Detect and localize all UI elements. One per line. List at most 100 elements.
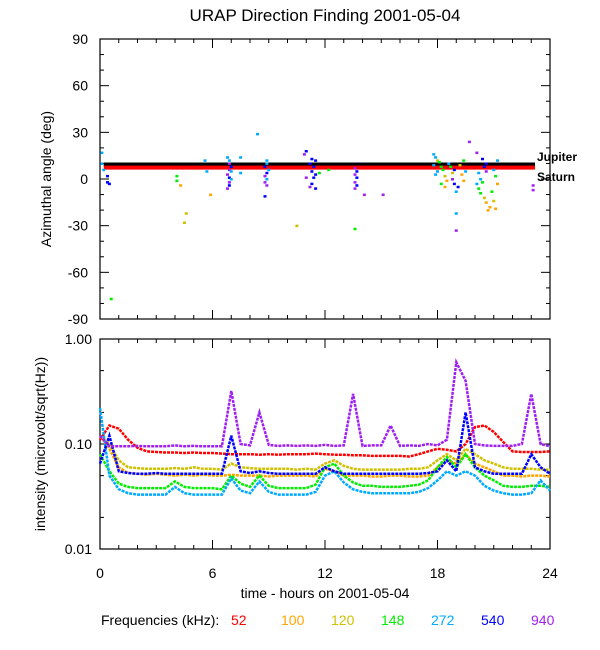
direction-point-540 — [227, 176, 231, 179]
direction-point-120 — [295, 224, 299, 228]
direction-point-940 — [226, 187, 229, 190]
direction-panel: 90 60 30 0 -30 -60 -90 Jupiter Saturn — [68, 31, 578, 327]
direction-point-272 — [265, 178, 269, 181]
direction-point-148 — [175, 174, 179, 178]
direction-point-148 — [327, 168, 331, 172]
direction-point-940 — [353, 187, 357, 190]
direction-point-272 — [454, 190, 458, 193]
direction-point-148 — [462, 159, 466, 162]
legend: 52 100 120 148 272 540 940 — [231, 612, 555, 628]
direction-point-540 — [265, 171, 269, 175]
direction-point-940 — [227, 168, 231, 172]
reference-line-jupiter — [103, 162, 535, 167]
direction-point-540 — [452, 168, 456, 172]
direction-point-272 — [239, 171, 243, 175]
direction-point-540 — [310, 182, 314, 186]
x-tick-label: 0 — [96, 565, 104, 581]
direction-point-272 — [436, 170, 439, 173]
direction-point-272 — [432, 164, 436, 167]
direction-point-940 — [308, 185, 312, 189]
top-y-tick-label: 0 — [80, 171, 88, 187]
direction-point-540 — [314, 173, 318, 176]
direction-point-120 — [482, 196, 486, 200]
direction-point-540 — [304, 150, 308, 153]
top-y-tick-label: 90 — [72, 31, 88, 47]
direction-point-540 — [227, 184, 231, 187]
x-tick-label: 24 — [542, 565, 558, 581]
top-y-axis-label: Azimuthal angle (deg) — [38, 111, 54, 247]
direction-point-940 — [381, 193, 385, 197]
direction-point-940 — [467, 140, 471, 144]
direction-point-100 — [484, 201, 488, 204]
direction-point-940 — [451, 178, 454, 181]
direction-point-540 — [314, 187, 318, 190]
direction-point-940 — [263, 181, 267, 184]
direction-point-940 — [353, 173, 357, 176]
direction-point-272 — [496, 159, 499, 162]
direction-point-148 — [481, 181, 484, 184]
direction-point-540 — [481, 157, 484, 161]
direction-point-120 — [492, 199, 496, 203]
direction-point-100 — [445, 179, 449, 183]
direction-point-148 — [449, 165, 453, 169]
reference-label-jupiter: Jupiter — [537, 150, 577, 164]
legend-entry-272: 272 — [431, 612, 455, 628]
direction-point-540 — [310, 170, 314, 173]
direction-point-540 — [355, 176, 359, 179]
direction-point-100 — [486, 209, 490, 212]
intensity-series-540khz — [98, 412, 551, 476]
direction-point-272 — [265, 159, 269, 162]
direction-point-100 — [462, 179, 466, 183]
intensity-series-120khz — [99, 434, 550, 471]
intensity-panel: 1.00 0.10 0.010 6 12 18 24 — [65, 331, 558, 581]
direction-point-272 — [432, 153, 436, 156]
direction-point-120 — [184, 212, 188, 215]
direction-point-148 — [317, 171, 321, 175]
direction-point-272 — [479, 178, 483, 181]
top-y-tick-label: 60 — [72, 78, 88, 94]
legend-entry-940: 940 — [531, 612, 555, 628]
direction-point-540 — [456, 185, 460, 189]
direction-point-540 — [355, 184, 359, 187]
x-tick-label: 12 — [317, 565, 333, 581]
direction-point-272 — [434, 173, 438, 176]
reference-label-saturn: Saturn — [537, 170, 575, 184]
direction-point-540 — [106, 174, 109, 178]
direction-point-100 — [179, 184, 183, 187]
direction-point-148 — [109, 297, 113, 301]
top-frame — [99, 38, 551, 320]
direction-point-540 — [314, 159, 318, 162]
direction-point-148 — [437, 160, 441, 164]
direction-point-540 — [355, 170, 359, 173]
legend-entry-540: 540 — [481, 612, 505, 628]
direction-point-100 — [460, 173, 464, 176]
legend-entry-148: 148 — [381, 612, 405, 628]
direction-point-100 — [443, 185, 447, 189]
direction-point-540 — [452, 182, 456, 186]
direction-point-940 — [263, 174, 267, 178]
bottom-y-tick-label: 0.10 — [65, 436, 92, 452]
direction-point-940 — [531, 184, 535, 187]
direction-point-272 — [227, 159, 231, 162]
direction-point-940 — [454, 229, 458, 232]
direction-point-940 — [531, 188, 535, 192]
direction-point-540 — [107, 182, 111, 186]
direction-point-540 — [263, 165, 267, 169]
direction-point-148 — [494, 174, 498, 178]
direction-point-940 — [265, 184, 269, 187]
direction-point-540 — [308, 162, 312, 165]
intensity-series-940khz — [99, 358, 551, 448]
direction-point-272 — [492, 168, 496, 172]
direction-point-940 — [484, 170, 488, 173]
top-y-tick-label: -60 — [68, 264, 88, 280]
legend-label: Frequencies (kHz): — [101, 612, 219, 628]
direction-point-120 — [443, 174, 447, 178]
direction-point-148 — [477, 187, 481, 190]
top-y-tick-label: 30 — [72, 124, 88, 140]
direction-point-940 — [302, 153, 306, 156]
chart-title: URAP Direction Finding 2001-05-04 — [190, 6, 461, 25]
direction-point-540 — [310, 157, 314, 161]
direction-point-272 — [205, 170, 209, 173]
direction-point-940 — [475, 151, 479, 155]
direction-point-272 — [475, 182, 479, 186]
